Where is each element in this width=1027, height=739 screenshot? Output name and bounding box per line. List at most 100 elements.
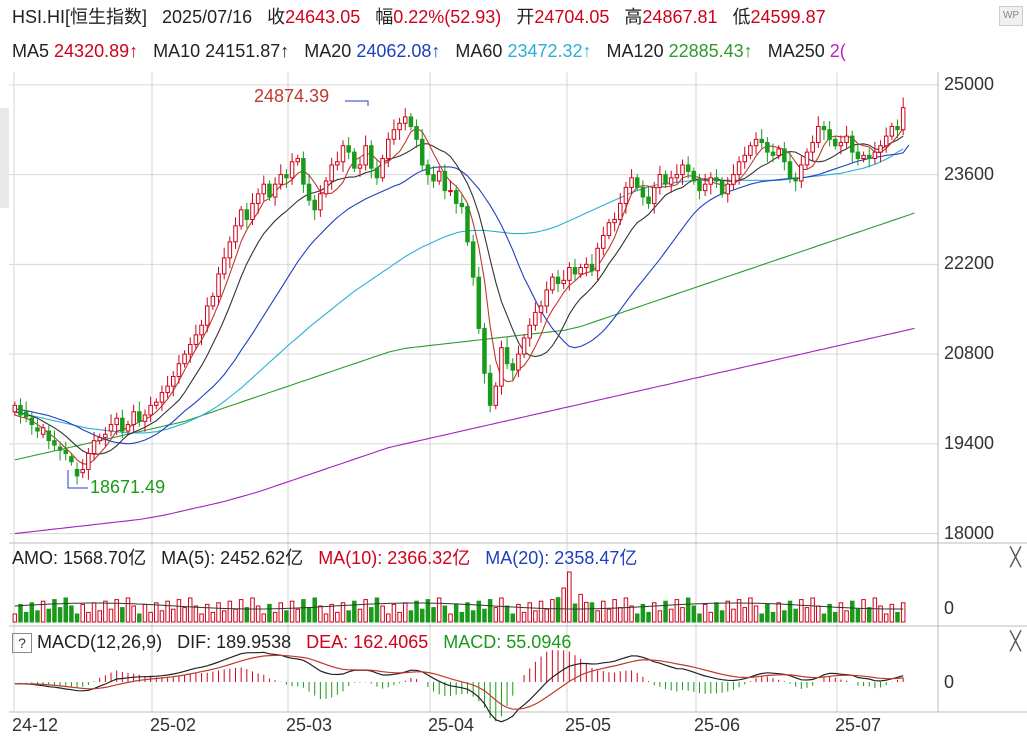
volume-bar bbox=[544, 608, 549, 623]
volume-bar bbox=[657, 610, 663, 623]
volume-bar bbox=[97, 610, 102, 623]
close-label: 收 bbox=[267, 7, 286, 27]
volume-bar bbox=[612, 599, 617, 623]
candle-body bbox=[804, 151, 810, 166]
volume-bar bbox=[108, 608, 114, 623]
ma250-line bbox=[14, 327, 915, 535]
ma20-line bbox=[14, 144, 910, 445]
candle-body bbox=[199, 324, 204, 336]
volume-bar bbox=[120, 607, 125, 623]
candle-body bbox=[459, 202, 465, 208]
volume-bar bbox=[872, 597, 878, 623]
annotations bbox=[67, 100, 369, 489]
volume-bar bbox=[804, 607, 810, 623]
volume-bar bbox=[810, 597, 815, 623]
close-macd-icon[interactable]: ╳ bbox=[1010, 631, 1021, 651]
candle-body bbox=[69, 456, 74, 463]
volume-bar bbox=[838, 602, 844, 623]
candle-body bbox=[510, 363, 516, 371]
candle-body bbox=[267, 183, 272, 198]
volume-bar bbox=[708, 611, 714, 623]
volume-bar bbox=[640, 603, 646, 623]
candle-body bbox=[346, 145, 351, 153]
candle-body bbox=[838, 142, 844, 147]
candle-body bbox=[12, 404, 18, 413]
low-label: 低 bbox=[732, 7, 751, 27]
candle-body bbox=[227, 241, 233, 259]
candle-body bbox=[550, 276, 555, 291]
candle-body bbox=[634, 177, 640, 188]
volume-bar bbox=[895, 611, 900, 623]
candle-body bbox=[827, 129, 832, 140]
candle-body bbox=[397, 122, 402, 131]
candle-body bbox=[46, 430, 52, 442]
volume-bar bbox=[878, 605, 883, 623]
candle-body bbox=[261, 183, 267, 195]
candle-body bbox=[895, 125, 900, 131]
candle-body bbox=[52, 440, 57, 446]
candle-body bbox=[618, 202, 623, 220]
volume-bar bbox=[584, 601, 589, 623]
ma250-value: 2( bbox=[829, 41, 846, 61]
ma-header: MA5 24320.89↑ MA10 24151.87↑ MA20 24062.… bbox=[12, 40, 846, 62]
volume-bar bbox=[227, 600, 233, 623]
candle-body bbox=[301, 158, 306, 185]
volume-bar bbox=[374, 597, 380, 623]
volume-ma-line bbox=[14, 602, 904, 610]
volume-bar bbox=[312, 597, 317, 623]
volume-bar bbox=[668, 608, 674, 623]
high-value: 24867.81 bbox=[642, 7, 718, 27]
volume-bar bbox=[538, 600, 544, 623]
candle-body bbox=[137, 411, 142, 422]
volume-bar bbox=[821, 613, 827, 623]
y-tick-label: 22200 bbox=[944, 253, 995, 274]
help-icon[interactable]: ? bbox=[12, 633, 32, 653]
volume-bar bbox=[572, 603, 578, 623]
candle-body bbox=[369, 145, 374, 169]
candle-body bbox=[725, 183, 731, 195]
ma120-label: MA120 bbox=[606, 41, 664, 61]
volume-bar bbox=[883, 613, 889, 623]
candle-body bbox=[193, 334, 199, 345]
candle-body bbox=[567, 267, 572, 281]
watermark-icon[interactable]: WP bbox=[999, 6, 1023, 26]
candle-body bbox=[623, 186, 629, 204]
candle-body bbox=[255, 193, 261, 204]
volume-bar bbox=[295, 608, 300, 623]
volume-bar bbox=[402, 602, 408, 623]
volume-bar bbox=[776, 602, 781, 623]
candle-body bbox=[601, 234, 606, 249]
candle-body bbox=[900, 107, 906, 131]
dif-line bbox=[14, 651, 904, 723]
volume-bar bbox=[561, 587, 566, 623]
dea-value: DEA: 162.4065 bbox=[306, 632, 429, 652]
symbol-label[interactable]: HSI.HI[恒生指数] bbox=[12, 7, 148, 27]
candle-body bbox=[878, 145, 883, 153]
candle-body bbox=[436, 170, 442, 182]
candle-body bbox=[284, 174, 289, 179]
candle-body bbox=[318, 193, 323, 211]
volume-bar bbox=[634, 613, 640, 623]
candle-body bbox=[731, 174, 736, 185]
candle-body bbox=[493, 385, 499, 406]
candle-body bbox=[165, 385, 170, 394]
volume-bar bbox=[431, 607, 436, 623]
volume-bar bbox=[91, 602, 97, 623]
candle-body bbox=[889, 125, 895, 137]
volume-bar bbox=[193, 605, 199, 623]
volume-bar bbox=[57, 607, 63, 623]
candle-body bbox=[74, 468, 80, 477]
volume-bar bbox=[482, 608, 487, 623]
volume-bar bbox=[414, 600, 419, 623]
candle-body bbox=[357, 164, 363, 169]
volume-bar bbox=[35, 610, 40, 623]
candle-body bbox=[821, 125, 827, 131]
volume-bar bbox=[176, 599, 182, 623]
low-annotation: 18671.49 bbox=[90, 477, 166, 497]
close-volume-icon[interactable]: ╳ bbox=[1010, 547, 1021, 567]
candle-body bbox=[323, 180, 329, 195]
volume-bar bbox=[770, 611, 776, 623]
volume-bar bbox=[453, 603, 459, 623]
volume-bar bbox=[442, 605, 448, 623]
